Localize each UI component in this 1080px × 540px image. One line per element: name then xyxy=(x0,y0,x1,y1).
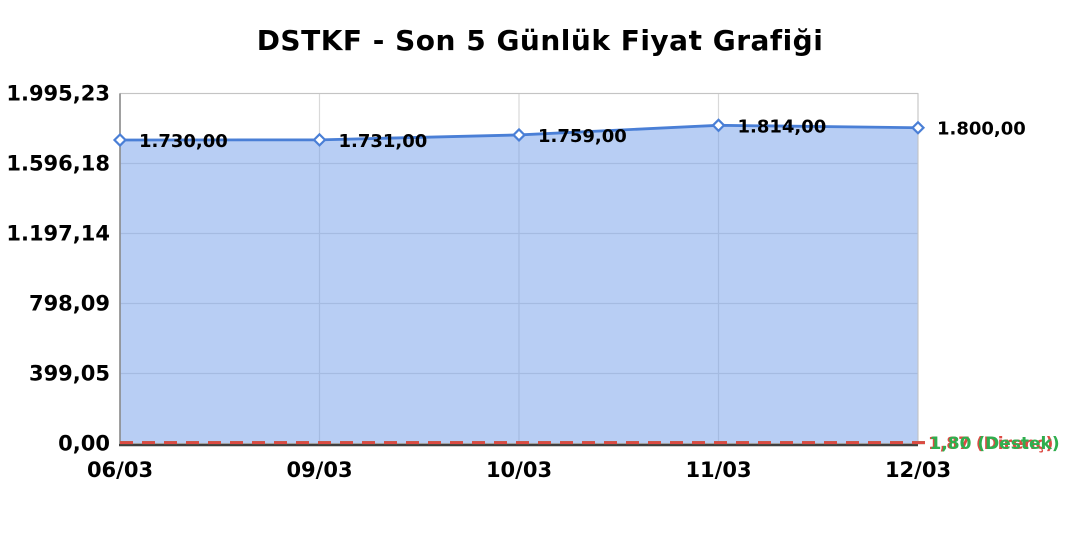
y-axis-tick-label: 0,00 xyxy=(58,432,110,456)
point-value-label: 1.731,00 xyxy=(339,131,428,152)
data-point-marker xyxy=(511,127,527,142)
y-axis-tick-label: 1.995,23 xyxy=(6,82,110,106)
x-axis-tick-label: 12/03 xyxy=(885,458,951,482)
data-point-marker xyxy=(910,120,926,135)
resistance-label: 1,87 (Direnç) xyxy=(928,434,1053,454)
chart-title: DSTKF - Son 5 Günlük Fiyat Grafiği xyxy=(256,24,824,57)
area-fill xyxy=(120,125,918,444)
point-value-label: 1.800,00 xyxy=(937,119,1026,140)
x-axis-tick-label: 09/03 xyxy=(286,458,352,482)
point-value-label: 1.759,00 xyxy=(538,126,627,147)
x-axis-tick-label: 11/03 xyxy=(685,458,751,482)
point-value-label: 1.730,00 xyxy=(139,131,228,152)
y-axis-tick-label: 399,05 xyxy=(29,361,110,385)
x-axis-tick-label: 06/03 xyxy=(87,458,153,482)
y-axis-tick-label: 1.596,18 xyxy=(6,152,110,176)
support-label: 1,80 (Destek) xyxy=(930,434,1060,454)
x-axis-tick-label: 10/03 xyxy=(486,458,552,482)
y-axis-tick-label: 798,09 xyxy=(29,292,110,316)
data-point-marker xyxy=(312,132,327,147)
point-value-label: 1.814,00 xyxy=(738,116,827,137)
y-axis-tick-label: 1.197,14 xyxy=(6,221,110,245)
data-point-marker xyxy=(711,118,726,133)
data-point-marker xyxy=(112,132,128,148)
